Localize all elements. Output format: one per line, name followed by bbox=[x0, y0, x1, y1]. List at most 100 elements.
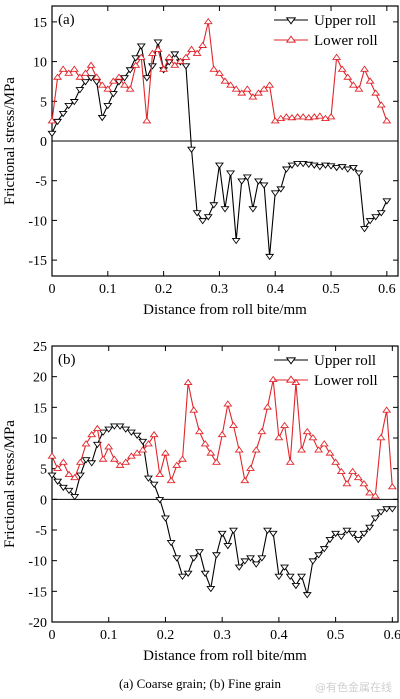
data-point bbox=[281, 166, 291, 173]
data-point bbox=[293, 161, 303, 168]
data-point bbox=[348, 164, 358, 172]
y-tick-label: -15 bbox=[28, 585, 47, 600]
y-tick-label: -10 bbox=[28, 214, 47, 229]
series-line bbox=[51, 379, 393, 498]
data-point bbox=[332, 164, 342, 172]
data-point bbox=[293, 113, 303, 120]
data-point bbox=[354, 170, 364, 177]
watermark: @有色金属在线 bbox=[315, 681, 392, 694]
data-point bbox=[108, 77, 118, 84]
panel-label: (b) bbox=[58, 352, 76, 368]
data-point bbox=[58, 110, 68, 118]
data-point bbox=[115, 423, 125, 430]
data-point bbox=[315, 112, 325, 119]
y-tick-label: 10 bbox=[33, 56, 47, 71]
y-tick-label: 15 bbox=[33, 401, 47, 416]
data-point bbox=[109, 423, 119, 430]
data-point bbox=[212, 552, 221, 559]
data-point bbox=[47, 472, 57, 479]
x-tick-label: 0.5 bbox=[327, 628, 345, 643]
data-point bbox=[138, 438, 148, 446]
data-point bbox=[229, 421, 238, 428]
data-point bbox=[336, 467, 346, 474]
data-point bbox=[53, 478, 63, 485]
data-point bbox=[214, 69, 224, 76]
data-point bbox=[103, 103, 113, 110]
data-point bbox=[263, 403, 273, 410]
data-point bbox=[155, 497, 165, 504]
data-point bbox=[365, 77, 375, 84]
data-point bbox=[302, 592, 312, 599]
data-point bbox=[170, 51, 180, 58]
x-tick-label: 0.1 bbox=[100, 628, 118, 643]
data-point bbox=[142, 75, 152, 82]
data-point bbox=[92, 424, 102, 432]
x-tick-label: 0.1 bbox=[99, 282, 117, 297]
data-point bbox=[337, 65, 347, 72]
data-point bbox=[147, 49, 157, 56]
data-point bbox=[58, 484, 68, 492]
data-point bbox=[376, 433, 386, 441]
data-point bbox=[166, 476, 176, 484]
legend: Upper roll Lower roll bbox=[274, 13, 378, 49]
data-point bbox=[268, 530, 278, 538]
data-point bbox=[203, 214, 213, 221]
data-point bbox=[181, 53, 191, 60]
data-point bbox=[240, 558, 250, 565]
data-point bbox=[370, 515, 380, 522]
data-point bbox=[136, 43, 146, 50]
data-point bbox=[265, 253, 275, 261]
data-point bbox=[325, 449, 335, 456]
data-point bbox=[64, 487, 74, 495]
data-point bbox=[280, 564, 290, 571]
data-point bbox=[87, 430, 97, 438]
data-point bbox=[81, 440, 91, 447]
series-line bbox=[51, 425, 393, 595]
data-point bbox=[314, 446, 324, 453]
y-tick-label: -10 bbox=[28, 555, 47, 570]
legend-label: Upper roll bbox=[314, 353, 376, 369]
legend-label: Lower roll bbox=[314, 33, 378, 49]
x-tick-label: 0.2 bbox=[157, 628, 175, 643]
data-point bbox=[315, 164, 325, 171]
data-point bbox=[64, 470, 74, 478]
data-point bbox=[47, 452, 57, 459]
data-point bbox=[259, 85, 269, 92]
data-point bbox=[192, 210, 202, 217]
data-point bbox=[353, 473, 363, 481]
data-point bbox=[69, 65, 79, 72]
data-point bbox=[285, 458, 295, 465]
figure-caption: (a) Coarse grain; (b) Fine grain bbox=[118, 676, 282, 691]
plot-frame bbox=[51, 345, 399, 623]
data-point bbox=[64, 103, 74, 110]
data-point bbox=[81, 457, 91, 464]
data-point bbox=[181, 63, 191, 70]
data-point bbox=[209, 65, 219, 72]
data-point bbox=[132, 432, 142, 439]
data-point bbox=[234, 446, 244, 453]
data-point bbox=[53, 118, 63, 126]
data-point bbox=[382, 198, 392, 205]
data-point bbox=[314, 552, 324, 559]
chart-panel-a: 0 0.1 0.2 0.3 0.4 0.5 0.6 -15 -10 -5 0 5 10 15 Distanc… bbox=[2, 5, 399, 318]
data-point bbox=[297, 446, 307, 453]
data-point bbox=[147, 63, 157, 70]
data-point bbox=[274, 573, 284, 581]
data-point bbox=[200, 440, 210, 447]
x-tick-label: 0.4 bbox=[270, 628, 288, 643]
data-point bbox=[319, 546, 329, 553]
series-lower-roll bbox=[47, 17, 392, 124]
data-point bbox=[319, 440, 329, 447]
y-axis-label: Frictional stress/MPa bbox=[2, 77, 18, 205]
data-point bbox=[226, 170, 236, 177]
legend-marker bbox=[285, 35, 297, 43]
data-point bbox=[120, 75, 130, 82]
data-point bbox=[47, 130, 57, 138]
data-point bbox=[187, 146, 196, 153]
data-point bbox=[268, 375, 278, 382]
data-point bbox=[131, 55, 141, 62]
data-point bbox=[198, 218, 208, 225]
x-tick-label: 0.3 bbox=[211, 282, 229, 297]
legend-label: Lower roll bbox=[314, 373, 378, 389]
data-point bbox=[87, 460, 97, 467]
